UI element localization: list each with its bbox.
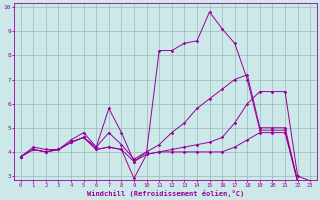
X-axis label: Windchill (Refroidissement éolien,°C): Windchill (Refroidissement éolien,°C) — [87, 190, 244, 197]
